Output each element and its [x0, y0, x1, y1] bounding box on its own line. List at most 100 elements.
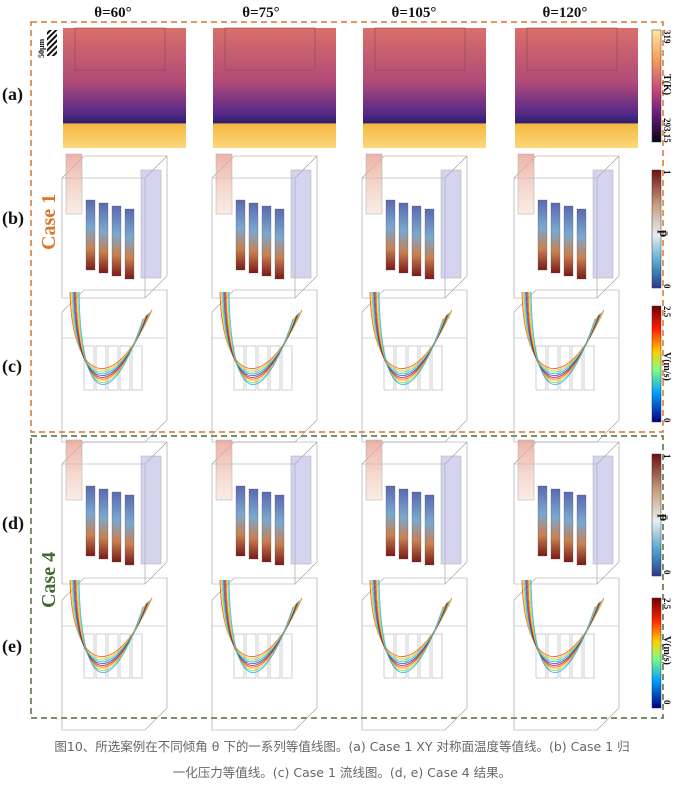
stream-fin-c-2-3 [269, 345, 281, 391]
stream-fin-c-3-1 [395, 345, 407, 391]
stream-fin-c-3-3 [419, 345, 431, 391]
pressure-colorbar-d [651, 453, 662, 577]
heater-outline-4 [526, 27, 618, 71]
block-outline-d-2 [211, 441, 318, 585]
figure-graphics [30, 21, 664, 731]
stream-fin-e-4-4 [583, 633, 595, 679]
stream-fin-e-4-3 [571, 633, 583, 679]
stream-fin-c-1-4 [131, 345, 143, 391]
inlet-d-3 [365, 439, 383, 501]
case-1-border [30, 21, 664, 433]
stream-fin-c-4-4 [583, 345, 595, 391]
fin-d-3-0 [385, 485, 396, 557]
fin-d-4-2 [563, 491, 574, 563]
stream-outline-c-4 [513, 289, 620, 443]
pressure-b-max: 1 [662, 170, 672, 175]
stream-outline-e-4 [513, 577, 620, 731]
stream-fin-c-1-0 [83, 345, 95, 391]
row-label-d: (d) [2, 513, 24, 533]
stream-fin-c-3-4 [431, 345, 443, 391]
heater-outline-3 [374, 27, 466, 71]
outlet-b-4 [592, 169, 614, 279]
block-outline-b-1 [61, 155, 168, 299]
fin-b-4-0 [537, 199, 548, 271]
row-label-c: (c) [2, 356, 22, 376]
temperature-panel-2 [213, 28, 336, 148]
stream-fin-e-4-1 [547, 633, 559, 679]
fin-d-4-0 [537, 485, 548, 557]
fin-b-4-1 [550, 202, 561, 274]
panel-layer [30, 21, 664, 731]
stream-fin-c-2-2 [257, 345, 269, 391]
fin-d-4-3 [576, 494, 587, 566]
fin-b-4-3 [576, 208, 587, 280]
streamline-e-3-4 [373, 579, 449, 665]
temperature-panel-4 [515, 28, 638, 148]
stream-fin-e-3-3 [419, 633, 431, 679]
stream-fin-e-1-3 [119, 633, 131, 679]
temperature-panel-3 [363, 28, 486, 148]
stream-fin-c-4-3 [571, 345, 583, 391]
case-4-border [30, 435, 664, 719]
stream-outline-c-2 [211, 289, 318, 443]
fin-d-2-2 [261, 491, 272, 563]
stream-fin-e-1-4 [131, 633, 143, 679]
temp-min: 293.15 [662, 118, 672, 143]
fin-b-2-1 [248, 202, 259, 274]
stream-fin-e-4-0 [535, 633, 547, 679]
fin-d-1-2 [111, 491, 122, 563]
inlet-b-3 [365, 153, 383, 215]
streamline-c-1-5 [74, 291, 148, 378]
streamline-c-2-9 [228, 291, 294, 385]
velocity-colorbar-c [651, 305, 662, 423]
streamline-e-3-9 [378, 579, 444, 673]
stream-fin-e-1-0 [83, 633, 95, 679]
inlet-b-4 [517, 153, 535, 215]
streamline-e-4-3 [524, 579, 602, 663]
inlet-b-2 [215, 153, 233, 215]
stream-outline-e-1 [61, 577, 168, 731]
fin-b-1-3 [124, 208, 135, 280]
velocity-c-label: V(m/s) [661, 352, 672, 381]
stream-fin-c-4-2 [559, 345, 571, 391]
fin-d-2-0 [235, 485, 246, 557]
pressure-d-label: p̄ [657, 514, 672, 522]
streamline-e-2-3 [222, 579, 300, 663]
row-label-b: (b) [2, 208, 24, 228]
figure-caption: 图10、所选案例在不同倾角 θ 下的一系列等值线图。(a) Case 1 XY … [0, 734, 684, 786]
streamline-c-4-3 [524, 291, 602, 375]
pressure-colorbar-b [651, 169, 662, 289]
outlet-d-2 [290, 455, 312, 565]
streamline-e-1-3 [72, 579, 150, 663]
stream-fin-e-2-4 [281, 633, 293, 679]
block-outline-d-3 [361, 441, 468, 585]
streamline-c-4-5 [526, 291, 600, 378]
outlet-d-4 [592, 455, 614, 565]
fin-d-3-3 [424, 494, 435, 566]
streamline-c-1-9 [78, 291, 144, 385]
block-outline-b-2 [211, 155, 318, 299]
inlet-b-1 [65, 153, 83, 215]
outlet-d-1 [140, 455, 162, 565]
pressure-d-max: 1 [662, 454, 672, 459]
stream-fin-e-2-0 [233, 633, 245, 679]
stream-fin-c-2-0 [233, 345, 245, 391]
column-header-3: θ=105° [391, 5, 437, 21]
streamline-c-2-4 [223, 291, 299, 377]
stream-fin-e-3-1 [395, 633, 407, 679]
streamline-c-2-5 [224, 291, 298, 378]
outlet-b-2 [290, 169, 312, 279]
streamline-e-4-5 [526, 579, 600, 666]
column-header-2: θ=75° [242, 5, 280, 21]
stream-fin-e-2-1 [245, 633, 257, 679]
inlet-d-4 [517, 439, 535, 501]
streamline-e-4-9 [530, 579, 596, 673]
inlet-d-2 [215, 439, 233, 501]
stream-fin-e-3-4 [431, 633, 443, 679]
fin-b-1-1 [98, 202, 109, 274]
velocity-c-max: 2.5 [662, 306, 672, 318]
caption-line-2: 一化压力等值线。(c) Case 1 流线图。(d, e) Case 4 结果。 [172, 765, 512, 780]
fin-b-3-0 [385, 199, 396, 271]
scale-bar-label: 50μm [37, 38, 46, 58]
stream-fin-e-2-2 [257, 633, 269, 679]
